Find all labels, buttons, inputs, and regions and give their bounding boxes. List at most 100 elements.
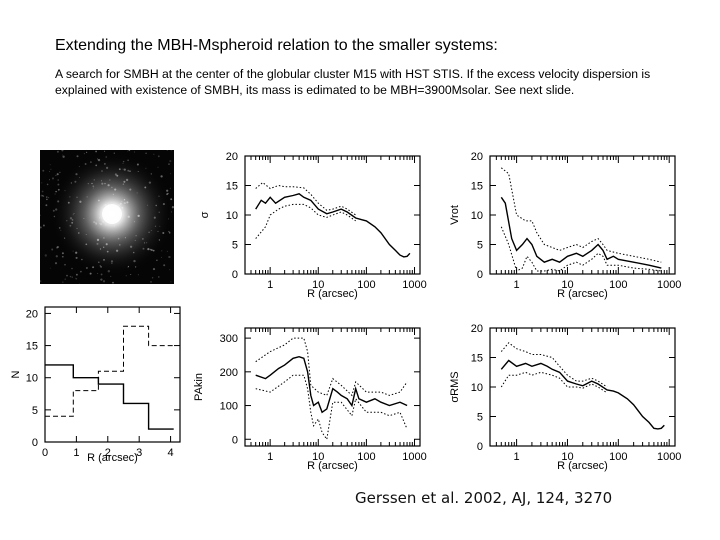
star: [71, 276, 73, 278]
star: [168, 255, 171, 259]
series-line-upper: [500, 342, 608, 388]
star: [110, 275, 112, 277]
series-line-mean: [500, 359, 665, 430]
x-tick-label: 4: [168, 447, 174, 459]
star: [129, 150, 131, 151]
star: [102, 280, 106, 283]
histogram-chart: 0 5 10 15 20 0 1 2 3 4 R (arcsec) N: [10, 306, 181, 464]
y-axis-label: PAkin: [193, 373, 205, 401]
star: [128, 150, 130, 152]
y-tick-label: 0: [232, 269, 238, 281]
chart-axes: 0 5 10 15 20 1 10 100 1000 R (arcsec) Vrot: [449, 151, 681, 300]
chart-axes: 0 5 10 15 20 0 1 2 3 4 R (arcsec) N: [10, 306, 181, 464]
star: [149, 280, 153, 283]
series-line-upper: [255, 181, 356, 216]
star: [50, 168, 52, 170]
star: [75, 277, 78, 280]
series-line-lower: [255, 203, 356, 239]
star: [89, 272, 92, 275]
series-group: [255, 337, 408, 441]
star: [169, 269, 171, 271]
star: [57, 246, 59, 248]
series-line-dashed: [45, 325, 174, 417]
x-tick-label: 10: [561, 451, 573, 463]
citation: Gerssen et al. 2002, AJ, 124, 3270: [355, 489, 613, 507]
star: [163, 264, 166, 267]
series-group: [255, 181, 411, 258]
star: [40, 280, 42, 282]
star: [40, 194, 43, 197]
star: [62, 155, 65, 158]
star-cluster-image: [40, 150, 174, 284]
star: [75, 273, 78, 276]
y-tick-label: 10: [471, 382, 483, 394]
y-tick-label: 0: [32, 437, 38, 449]
x-tick-label: 2: [105, 447, 111, 459]
y-tick-label: 5: [32, 405, 38, 417]
x-tick-label: 1: [267, 279, 273, 291]
y-axis-label: σRMS: [449, 371, 461, 402]
star: [100, 278, 103, 281]
chart-axes: 0 100 200 300 1 10 100 1000 R (arcsec) PAkin: [193, 327, 427, 472]
slide-title: Extending the MBH-Mspheroid relation to …: [55, 37, 498, 54]
star: [137, 274, 139, 276]
star: [130, 273, 132, 276]
star: [168, 163, 170, 165]
x-tick-label: 1000: [657, 279, 681, 291]
x-tick-label: 0: [42, 447, 48, 459]
star: [49, 267, 51, 269]
slide-description: A search for SMBH at the center of the g…: [55, 67, 651, 97]
star: [151, 277, 154, 279]
star: [166, 150, 168, 151]
plot-frame: [44, 306, 181, 443]
series-line-mean: [255, 193, 411, 258]
star: [64, 278, 66, 280]
star: [170, 281, 172, 283]
star: [48, 197, 50, 199]
x-axis-label: R (arcsec): [307, 288, 358, 300]
star: [104, 150, 106, 152]
x-tick-label: 100: [609, 279, 627, 291]
star: [79, 283, 80, 284]
star: [69, 275, 72, 278]
star: [66, 274, 68, 277]
star: [170, 150, 172, 152]
star: [41, 190, 44, 193]
star: [160, 256, 162, 258]
star: [48, 179, 51, 181]
sigma-chart: 0 5 10 15 20 1 10 100 1000 R (arcsec) σ: [199, 151, 427, 300]
y-tick-label: 15: [26, 341, 38, 353]
star: [61, 252, 64, 255]
x-tick-label: 10: [561, 279, 573, 291]
star: [40, 214, 41, 217]
y-tick-label: 15: [226, 181, 238, 193]
plot-frame: [244, 155, 421, 275]
y-tick-label: 0: [477, 269, 483, 281]
star: [42, 169, 45, 172]
star: [45, 204, 48, 207]
star: [156, 259, 158, 262]
series-line-lower: [500, 226, 662, 272]
series-line-upper: [500, 167, 662, 263]
star: [56, 173, 59, 176]
x-axis-label: R (arcsec): [307, 460, 358, 472]
y-axis-label: σ: [199, 211, 211, 218]
y-tick-label: 20: [471, 151, 483, 163]
series-line-mean: [255, 355, 408, 414]
star: [83, 153, 85, 155]
x-tick-label: 1: [514, 279, 520, 291]
star: [55, 255, 58, 258]
x-tick-label: 1: [514, 451, 520, 463]
x-tick-label: 10: [312, 451, 324, 463]
star: [61, 150, 64, 152]
star: [51, 248, 54, 251]
series-group: [500, 167, 662, 272]
y-tick-label: 5: [477, 412, 483, 424]
star: [145, 152, 147, 155]
pa-kin-chart: 0 100 200 300 1 10 100 1000 R (arcsec) PAkin: [193, 327, 427, 472]
series-line-lower: [500, 371, 608, 394]
star: [41, 182, 43, 184]
star: [95, 150, 97, 153]
y-tick-label: 0: [232, 434, 238, 446]
x-tick-label: 1000: [402, 451, 426, 463]
